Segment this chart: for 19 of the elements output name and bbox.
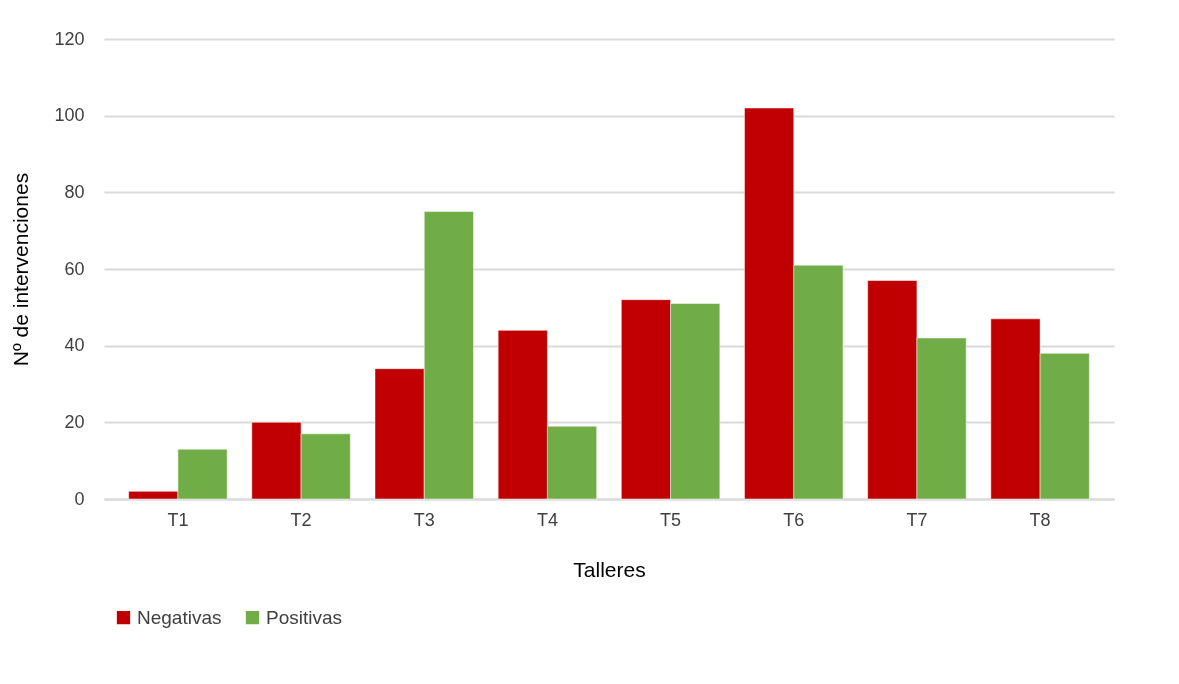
x-tick-label: T7 bbox=[906, 509, 928, 530]
y-tick-label: 80 bbox=[64, 181, 85, 202]
y-tick-label: 120 bbox=[54, 28, 85, 49]
legend-label: Positivas bbox=[266, 606, 343, 628]
x-tick-label: T6 bbox=[783, 509, 805, 530]
legend-label: Negativas bbox=[137, 606, 222, 628]
x-tick-label: T8 bbox=[1029, 509, 1051, 530]
y-tick-label: 60 bbox=[64, 258, 85, 279]
y-tick-label: 40 bbox=[64, 335, 85, 356]
x-axis-title: Talleres bbox=[573, 557, 646, 581]
y-tick-label: 100 bbox=[54, 105, 85, 126]
x-tick-label: T3 bbox=[413, 509, 435, 530]
y-axis-title: Nº de intervenciones bbox=[9, 172, 33, 367]
x-tick-label: T4 bbox=[536, 509, 558, 530]
x-tick-label: T1 bbox=[167, 509, 189, 530]
y-tick-label: 20 bbox=[64, 411, 85, 432]
x-tick-label: T2 bbox=[290, 509, 312, 530]
y-tick-label: 0 bbox=[74, 488, 85, 509]
x-tick-label: T5 bbox=[660, 509, 682, 530]
